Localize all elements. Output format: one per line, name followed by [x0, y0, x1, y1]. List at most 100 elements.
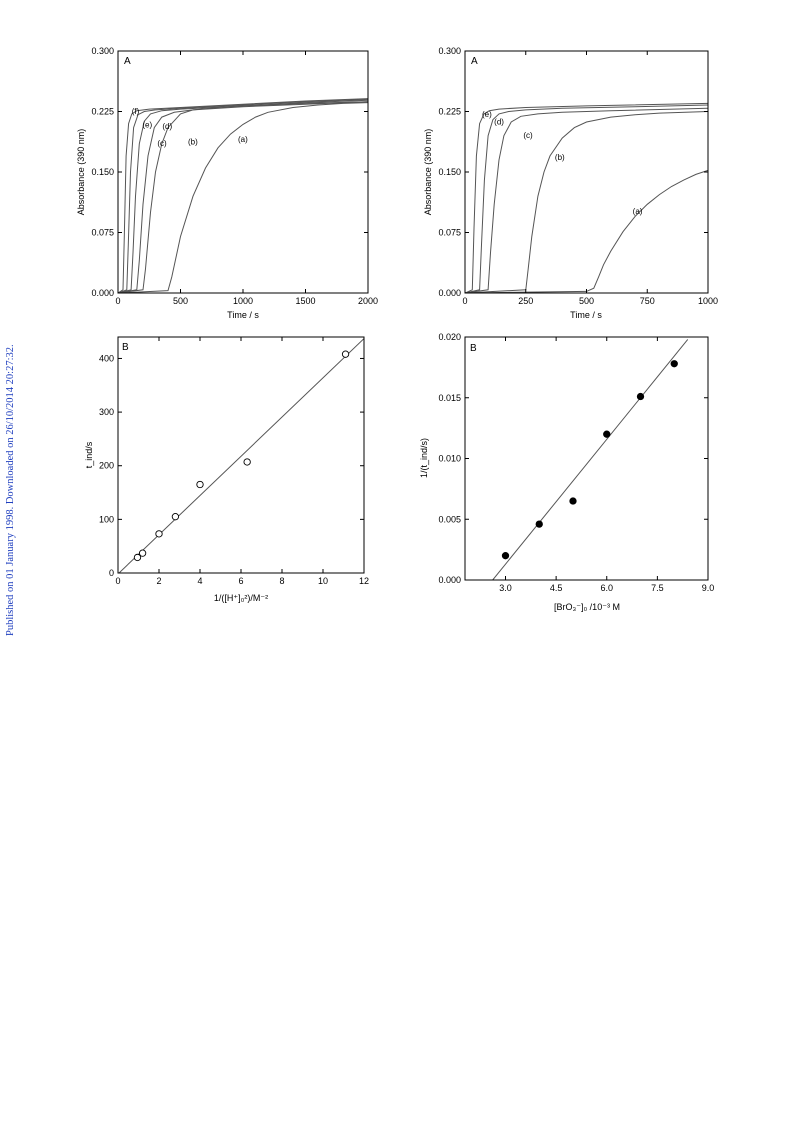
- series-line-b: [465, 111, 708, 293]
- y-axis-label: 1/(t_ind/s): [419, 438, 429, 478]
- y-axis-label: Absorbance (390 nm): [423, 129, 433, 216]
- y-tick-label: 0.015: [438, 393, 461, 403]
- labels-layer: (a) (b) (c) (d) (e)(f): [132, 107, 248, 148]
- chart-absorbance-left: 0 500 1000 1500 2000 0.000 0.075 0.150 0.225 0.30…: [76, 46, 378, 320]
- data-point: [501, 552, 510, 560]
- y-tick-label: 0.225: [438, 107, 461, 117]
- x-tick-label: 0: [462, 296, 467, 306]
- data-point: [535, 520, 543, 528]
- curve-label-e: (e): [142, 121, 152, 130]
- data-point: [171, 513, 180, 521]
- x-tick-label: 2000: [358, 296, 378, 306]
- data-point: [603, 430, 611, 438]
- curve-label-a: (a): [633, 207, 643, 216]
- y-tick-label: 0.150: [438, 167, 461, 177]
- data-point: [196, 480, 204, 489]
- chart-inverse-induction-time: 3.0 4.5 6.0 7.5 9.0 0.000 0.005 0.010 0.015 0.020…: [419, 332, 714, 612]
- y-tick-label: 0.075: [91, 228, 114, 238]
- series-line-e: [118, 98, 368, 293]
- marks-layer: [118, 338, 364, 573]
- curve-label-d: (d): [162, 122, 172, 131]
- y-tick-label: 200: [99, 461, 114, 471]
- y-tick-label: 0.225: [91, 107, 114, 117]
- data-point: [636, 392, 645, 401]
- y-tick-label: 0.010: [438, 454, 461, 464]
- marks-layer: [492, 339, 689, 580]
- y-tick-label: 400: [99, 353, 114, 363]
- plot-frame: [464, 336, 709, 581]
- data-point: [133, 553, 142, 562]
- y-tick-label: 0.005: [438, 514, 461, 524]
- series-line-a: [465, 169, 708, 293]
- publication-note: Published on 01 January 1998. Downloaded…: [5, 344, 16, 636]
- y-tick-label: 0.150: [91, 167, 114, 177]
- y-tick-label: 0.000: [438, 288, 461, 298]
- data-point: [670, 360, 678, 368]
- series-line-c: [465, 107, 708, 293]
- x-tick-label: 0: [115, 296, 120, 306]
- x-tick-label: 500: [579, 296, 594, 306]
- ticks-layer: 3.0 4.5 6.0 7.5 9.0 0.000 0.005 0.010 0.015 0.020: [438, 332, 714, 593]
- curve-label-c: (c): [157, 139, 167, 148]
- ticks-layer: 0 2 4 6 8 10 12 0 100 200 300 400: [99, 336, 369, 586]
- x-tick-label: 4.5: [550, 583, 563, 593]
- x-tick-label: 750: [640, 296, 655, 306]
- marks-layer: [118, 98, 368, 293]
- x-axis-label: [BrO₃⁻]₀ /10⁻³ M: [554, 602, 620, 612]
- y-axis-label: Absorbance (390 nm): [76, 129, 86, 216]
- chart-absorbance-right: 0 250 500 750 10000.0000.0750.1500.2250.300 …: [423, 46, 718, 320]
- y-tick-label: 0.000: [438, 575, 461, 585]
- ticks-layer: 0 250 500 750 1000 0.000 0.075 0.150 0.225 0.300: [438, 46, 718, 306]
- curve-label-d: (d): [494, 117, 504, 126]
- y-tick-label: 0.300: [438, 46, 461, 56]
- x-tick-label: 0: [115, 576, 120, 586]
- data-point: [341, 350, 350, 358]
- y-tick-label: 300: [99, 407, 114, 417]
- x-tick-label: 6.0: [600, 583, 613, 593]
- x-axis-label: Time / s: [227, 310, 259, 320]
- x-tick-label: 2: [156, 576, 161, 586]
- y-tick-label: 100: [99, 514, 114, 524]
- x-tick-label: 12: [359, 576, 369, 586]
- x-tick-label: 6: [238, 576, 243, 586]
- data-point: [155, 530, 163, 538]
- x-tick-label: 1000: [233, 296, 253, 306]
- x-tick-label: 8: [279, 576, 284, 586]
- panel-label: B: [122, 342, 129, 353]
- panel-label: B: [470, 343, 477, 354]
- curve-label-b: (b): [555, 153, 565, 162]
- series-line-e: [465, 102, 708, 293]
- y-tick-label: 0: [109, 568, 114, 578]
- x-tick-label: 1500: [295, 296, 315, 306]
- x-tick-label: 500: [173, 296, 188, 306]
- series-line-d: [465, 104, 708, 293]
- x-tick-label: 9.0: [702, 583, 715, 593]
- curve-label-c: (c): [523, 131, 533, 140]
- x-tick-label: 250: [518, 296, 533, 306]
- panel-label: A: [471, 56, 478, 67]
- y-tick-label: 0.000: [91, 288, 114, 298]
- curve-label-e: (e): [482, 110, 492, 119]
- x-tick-label: 4: [197, 576, 202, 586]
- panel-label: A: [124, 56, 131, 67]
- curve-label-a: (a): [238, 135, 248, 144]
- curve-label-b: (b): [188, 138, 198, 147]
- x-tick-label: 10: [318, 576, 328, 586]
- ticks-layer: 0 500 1000 1500 2000 0.000 0.075 0.150 0.225 0.30…: [91, 46, 378, 306]
- x-axis-label: 1/([H⁺]₀²)/M⁻²: [214, 593, 268, 603]
- series-line-f: [118, 98, 368, 293]
- x-tick-label: 3.0: [499, 583, 512, 593]
- y-tick-label: 0.075: [438, 228, 461, 238]
- fit-line: [492, 339, 689, 580]
- series-line-d: [118, 99, 368, 293]
- x-tick-label: 1000: [698, 296, 718, 306]
- y-tick-label: 0.020: [438, 332, 461, 342]
- x-axis-label: Time / s: [570, 310, 602, 320]
- y-tick-label: 0.300: [91, 46, 114, 56]
- marks-layer: [465, 102, 708, 293]
- data-point: [243, 458, 251, 466]
- labels-layer: (a) (b) (c) (d)(e): [482, 110, 643, 216]
- data-point: [569, 497, 577, 505]
- curve-label-f: (f): [132, 107, 140, 116]
